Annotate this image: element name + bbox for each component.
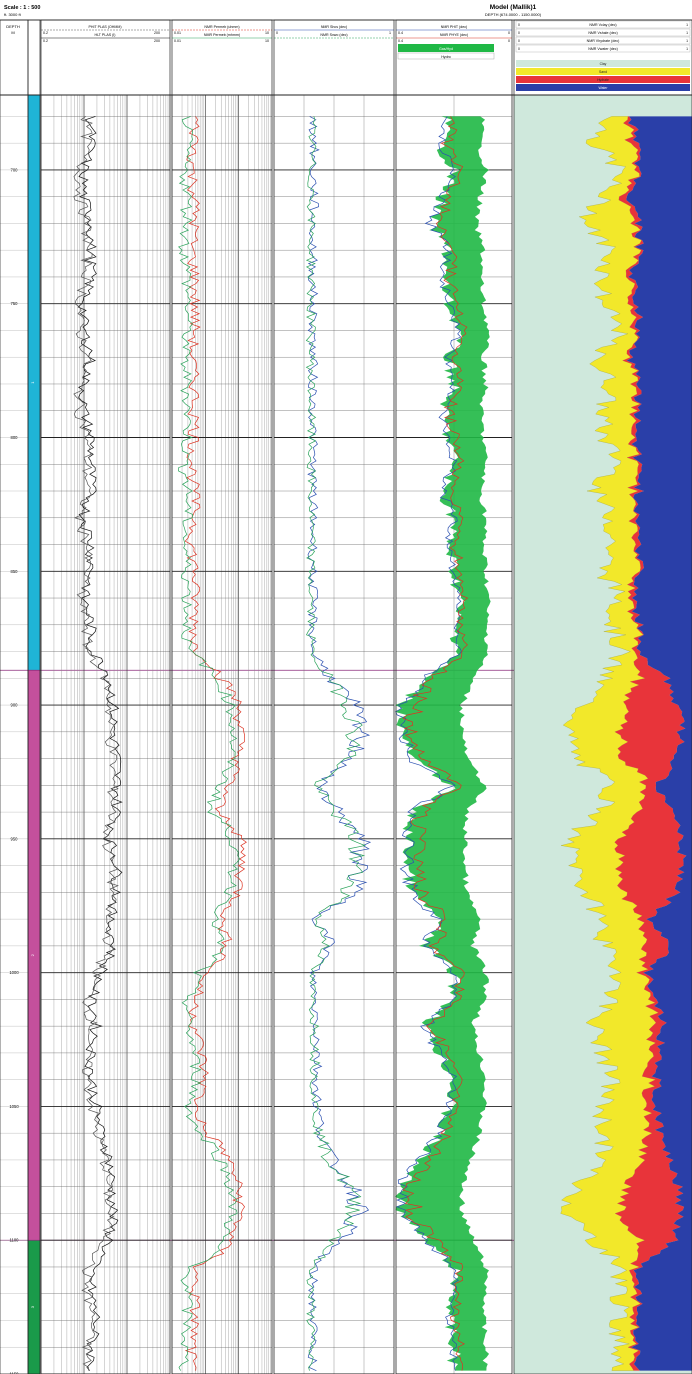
saturation-curve-2	[305, 116, 367, 1371]
track-frame-t2	[171, 19, 273, 1374]
water-fill-area	[626, 116, 692, 1371]
track2-curve2-max: 10	[265, 39, 269, 43]
track2-curve2-min: 0.01	[174, 39, 181, 43]
volume-curve-max: 1	[686, 47, 688, 51]
track-frame-t3	[273, 19, 395, 1374]
volume-curve-label: NMR Vshale (dec)	[588, 31, 617, 35]
zone-label: 1	[30, 381, 35, 384]
volume-curve-label: NMR Vwater (dec)	[588, 47, 618, 51]
volume-fill-label: Water	[599, 86, 609, 90]
volume-curve-box	[515, 20, 691, 29]
volume-fill-swatch	[516, 84, 690, 91]
log-header: Scale : 1 : 500 ft. 3000 ft Model (Malli…	[0, 0, 692, 21]
volume-curve-max: 1	[686, 23, 688, 27]
volume-curve-label: NMR Vhydrate (dec)	[587, 39, 620, 43]
chart-title: Model (Mallik)1	[490, 4, 537, 11]
volume-curve-box	[515, 36, 691, 45]
track3-header: NMR Shcs (dec) 0 1 NMR Sxwo (dec)	[274, 25, 394, 39]
phit-curve	[395, 116, 462, 1371]
gas-hydrate-fill-swatch	[398, 44, 494, 52]
track-frame-t1	[40, 19, 171, 1374]
zone-band	[28, 1240, 40, 1374]
track-frame-t5	[513, 19, 692, 1374]
track5-header: NMR Vclay (dec) 0 1 NMR Vshale (dec) 0 1 NMR V…	[515, 20, 691, 91]
volume-curve-max: 1	[686, 39, 688, 43]
track1-curve1-min: 0.2	[43, 31, 48, 35]
volume-fill-swatch	[516, 68, 690, 75]
track4-curve2-max: 0	[508, 39, 510, 43]
depth-label: DEPTH	[6, 24, 20, 29]
scale-sub-label: ft. 3000 ft	[4, 12, 22, 17]
zone-band	[28, 670, 40, 1241]
zone-label: 2	[30, 953, 35, 956]
track1-curve1-label: PHIT PLAS (OHMM)	[88, 25, 121, 29]
volume-curve-box	[515, 44, 691, 53]
track4-header: NMR PHIT (dec) 0.4 0 NMR PHYE (dec) 0.4 …	[396, 25, 512, 60]
zone-band	[28, 95, 40, 671]
volume-curve-min: 0	[518, 39, 520, 43]
track4-curve1-max: 0	[508, 31, 510, 35]
resistivity-curve-2	[73, 116, 119, 1371]
track3-curve1-min: 0	[276, 31, 278, 35]
track2-curve2-label: NMR Permeb (mhmm)	[204, 33, 240, 37]
track4-curve2-min: 0.4	[398, 39, 403, 43]
volume-fill-label: Sand	[599, 70, 607, 74]
volume-fill-swatch	[516, 76, 690, 83]
saturation-curve	[307, 116, 372, 1371]
depth-track-header: DEPTH M	[6, 24, 20, 35]
resistivity-curve	[77, 116, 123, 1371]
track4-curve1-label: NMR PHIT (dec)	[441, 25, 468, 29]
track1-curve2-min: 0.2	[43, 39, 48, 43]
volume-curve-box	[515, 28, 691, 37]
volume-curve-min: 0	[518, 31, 520, 35]
track3-curve1-label: NMR Shcs (dec)	[321, 25, 347, 29]
scale-label: Scale : 1 : 500	[4, 5, 40, 11]
gas-hydrate-fill-label: Gas/Hyd	[439, 47, 453, 51]
track-frame-zone	[27, 19, 41, 1374]
volume-fill-swatch	[516, 60, 690, 67]
track4-curve2-label: NMR PHYE (dec)	[440, 33, 468, 37]
track1-curve2-label: HLT PLAS (I)	[94, 33, 115, 37]
volume-curve-max: 1	[686, 31, 688, 35]
depth-tick-label: 1150	[9, 1372, 19, 1374]
phye-curve	[402, 116, 469, 1371]
track3-curve2-label: NMR Sxwo (dec)	[320, 33, 347, 37]
volume-fill-label: Clay	[600, 62, 607, 66]
hydro-fill-label: Hydro	[441, 55, 451, 59]
track2-curve1-label: NMR Permeb (uhmm)	[204, 25, 239, 29]
hydrate-porosity-fill	[394, 116, 491, 1371]
track2-header: NMR Permeb (uhmm) 0.01 10 NMR Permeb (mh…	[172, 25, 272, 43]
track3-curve1-max: 1	[389, 31, 391, 35]
track4-curve1-min: 0.4	[398, 31, 403, 35]
track1-curve2-max: 200	[154, 39, 160, 43]
volume-fill-label: Hydrate	[597, 78, 609, 82]
volume-curve-min: 0	[518, 23, 520, 27]
track1-curve1-max: 200	[154, 31, 160, 35]
chart-subtitle: DEPTH (674.0000 - 1150.0000)	[485, 12, 542, 17]
permeability-curve	[184, 116, 247, 1371]
permeability-curve-2	[178, 116, 241, 1371]
track2-curve1-min: 0.01	[174, 31, 181, 35]
depth-unit-label: M	[11, 30, 14, 35]
volume-curve-label: NMR Vclay (dec)	[589, 23, 616, 27]
track1-header: PHIT PLAS (OHMM) 0.2 200 HLT PLAS (I) 0.…	[41, 25, 170, 43]
volume-curve-min: 0	[518, 47, 520, 51]
track-frame-t4	[395, 19, 513, 1374]
track2-curve1-max: 10	[265, 31, 269, 35]
zone-label: 3	[30, 1305, 35, 1308]
hydrate-fill-area	[614, 116, 687, 1371]
